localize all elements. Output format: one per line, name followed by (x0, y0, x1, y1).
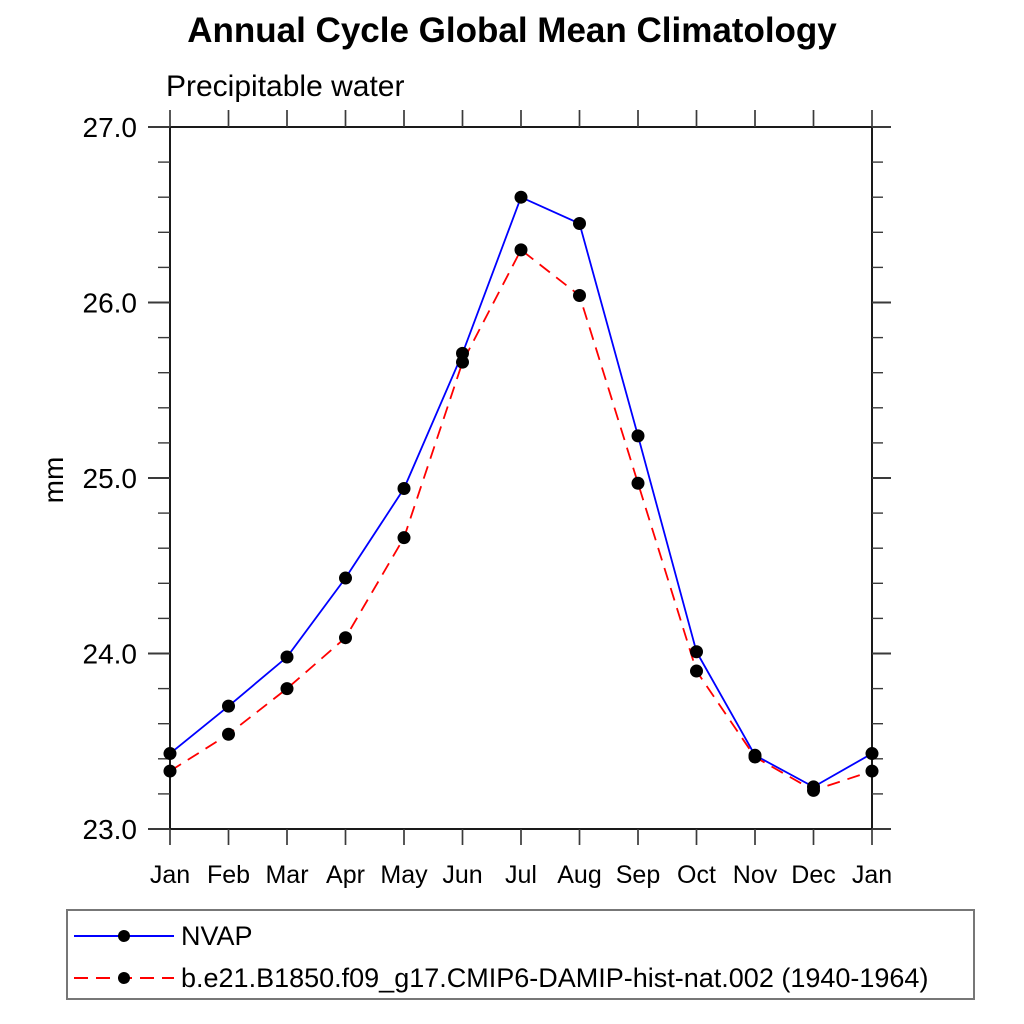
x-tick-label: Feb (207, 861, 250, 889)
legend-item-model: b.e21.B1850.f09_g17.CMIP6-DAMIP-hist-nat… (74, 963, 928, 993)
x-tick-label: May (380, 861, 428, 889)
series-line-model (169, 248, 873, 792)
x-tick-label: Jul (505, 861, 537, 889)
data-point-marker-model (163, 764, 177, 778)
data-point-marker-nvap (514, 190, 528, 204)
data-point-marker-nvap (865, 747, 879, 761)
data-point-marker-model (514, 243, 528, 257)
data-point-marker-nvap (573, 217, 586, 231)
x-tick-label: Jan (852, 861, 892, 889)
data-point-marker-model (222, 727, 235, 741)
chart-title: Annual Cycle Global Mean Climatology (187, 11, 837, 50)
legend-dashed-line-sample (74, 972, 174, 984)
x-tick-label: Dec (791, 861, 835, 889)
data-point-marker-nvap (222, 699, 235, 713)
legend-marker-icon (118, 930, 130, 942)
chart-subtitle: Precipitable water (166, 70, 405, 103)
x-tick-label: Jan (150, 861, 190, 889)
x-tick-label: Mar (265, 861, 308, 889)
data-point-marker-model (339, 631, 352, 645)
x-tick-label: Nov (733, 861, 778, 889)
x-tick-label: Jun (442, 861, 482, 889)
data-point-marker-nvap (690, 645, 703, 659)
y-tick-label: 27.0 (83, 112, 138, 143)
x-tick-label: Sep (616, 861, 660, 889)
x-tick-label: Apr (326, 861, 365, 889)
data-point-marker-model (631, 476, 645, 490)
legend-solid-line-sample (74, 930, 174, 942)
data-point-marker-nvap (397, 482, 411, 496)
data-point-marker-model (865, 764, 879, 778)
x-tick-label: Oct (677, 861, 716, 889)
data-point-marker-model (748, 750, 762, 764)
data-point-marker-model (397, 531, 411, 545)
data-point-marker-model (807, 783, 820, 797)
plot-frame (169, 126, 873, 830)
data-point-marker-nvap (280, 650, 294, 664)
data-point-marker-model (280, 682, 294, 696)
legend: NVAP b.e21.B1850.f09_g17.CMIP6-DAMIP-his… (66, 909, 975, 1000)
data-point-marker-model (456, 355, 469, 369)
data-point-marker-nvap (339, 571, 352, 585)
y-tick-label: 26.0 (83, 288, 138, 319)
legend-item-nvap: NVAP (74, 921, 253, 951)
legend-label-model: b.e21.B1850.f09_g17.CMIP6-DAMIP-hist-nat… (181, 962, 929, 993)
data-point-marker-model (573, 288, 586, 302)
data-point-marker-nvap (163, 747, 177, 761)
y-tick-label: 24.0 (83, 639, 138, 670)
legend-label-nvap: NVAP (181, 920, 253, 951)
legend-marker-icon (118, 972, 130, 984)
data-point-marker-model (690, 664, 703, 678)
y-tick-label: 23.0 (83, 814, 138, 845)
y-tick-label: 25.0 (83, 463, 138, 494)
x-tick-label: Aug (557, 861, 601, 889)
data-point-marker-nvap (631, 429, 645, 443)
